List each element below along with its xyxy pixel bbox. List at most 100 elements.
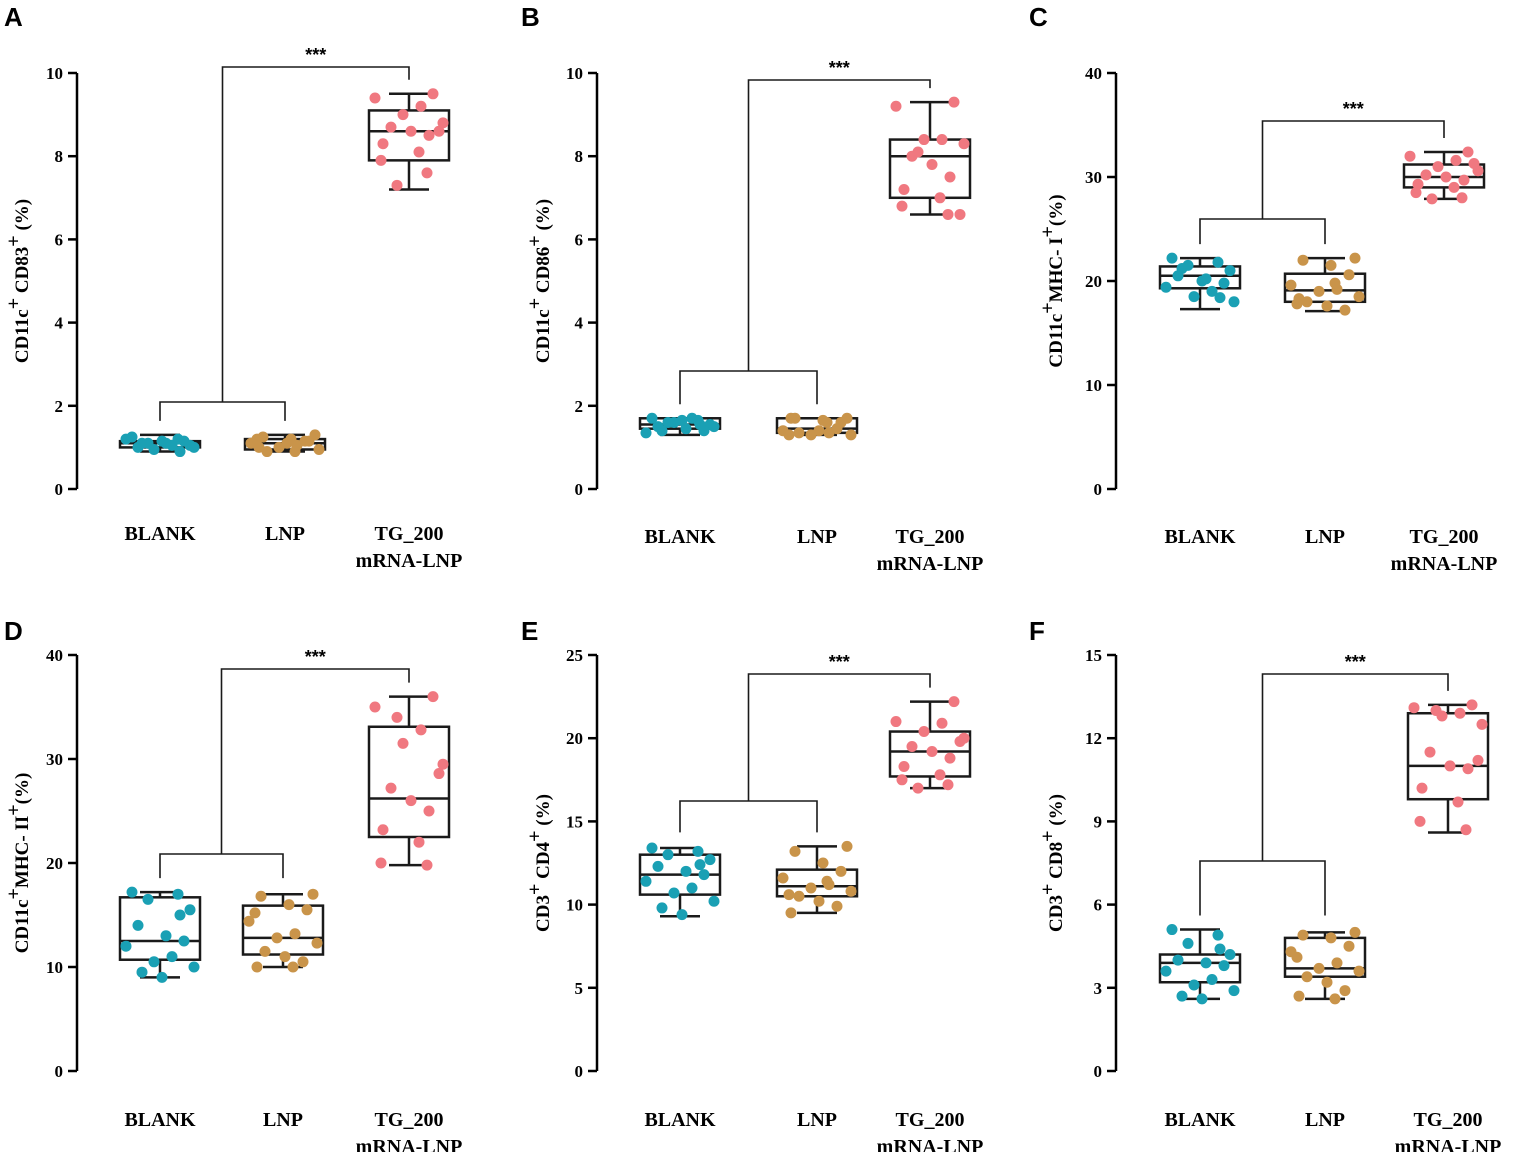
x-category-label: TG_200 mRNA-LNP [1391, 526, 1498, 575]
y-tick-label: 2 [55, 397, 64, 416]
data-point [936, 717, 948, 729]
data-point [1285, 279, 1297, 291]
data-point [1188, 291, 1200, 303]
y-tick-label: 15 [1085, 646, 1102, 665]
data-point [289, 446, 301, 458]
data-point [413, 146, 425, 158]
box-group-1 [1283, 252, 1367, 316]
data-point [1160, 281, 1172, 293]
bracket-upper [220, 668, 410, 854]
data-point [652, 860, 664, 872]
data-point [948, 96, 960, 108]
box-group-2 [367, 691, 451, 871]
box-group-0 [118, 431, 202, 458]
data-point [1454, 707, 1466, 719]
y-tick-label: 9 [1094, 812, 1103, 831]
data-point [777, 872, 789, 884]
data-point [1404, 150, 1416, 162]
y-tick-label: 25 [566, 646, 583, 665]
y-tick-label: 0 [55, 1062, 64, 1081]
y-tick-label: 30 [46, 750, 63, 769]
data-point [936, 134, 948, 146]
data-point [662, 849, 674, 861]
data-point [1432, 161, 1444, 173]
superscript: + [524, 235, 546, 246]
data-point [954, 736, 966, 748]
x-category-label: LNP [1305, 1109, 1345, 1131]
data-point [1343, 269, 1355, 281]
data-point [676, 414, 688, 426]
data-point [898, 760, 910, 772]
data-point [934, 769, 946, 781]
data-point [1472, 754, 1484, 766]
data-point [1462, 763, 1474, 775]
data-point [156, 971, 168, 983]
bracket-lower [159, 401, 286, 421]
data-point [698, 869, 710, 881]
box-group-1 [243, 429, 327, 458]
data-point [1329, 993, 1341, 1005]
x-category-label: TG_200 mRNA-LNP [1395, 1109, 1502, 1152]
data-point [178, 435, 190, 447]
data-point [166, 439, 178, 451]
data-point [1214, 292, 1226, 304]
y-axis-label: CD3+ CD8+ (%) [1037, 794, 1067, 932]
data-point [958, 138, 970, 150]
data-point [377, 138, 389, 150]
data-point [1291, 951, 1303, 963]
data-point [385, 121, 397, 133]
significance-label: *** [829, 652, 850, 672]
data-point [831, 900, 843, 912]
superscript: + [3, 804, 25, 815]
data-point [694, 859, 706, 871]
data-point [166, 951, 178, 963]
data-point [656, 425, 668, 437]
data-point [640, 427, 652, 439]
data-point [421, 167, 433, 179]
category-line: mRNA-LNP [356, 550, 463, 572]
data-point [1460, 824, 1472, 836]
bracket-lower [679, 370, 818, 405]
data-point [1291, 298, 1303, 310]
data-point [1476, 718, 1488, 730]
y-tick-label: 30 [1085, 168, 1102, 187]
data-point [640, 875, 652, 887]
category-line: mRNA-LNP [877, 1136, 984, 1152]
data-point [1321, 976, 1333, 988]
data-point [120, 940, 132, 952]
data-point [686, 882, 698, 894]
label-part: CD3 [533, 895, 554, 932]
data-point [896, 774, 908, 786]
category-line: LNP [1305, 526, 1345, 548]
label-part: CD86 [533, 247, 554, 298]
box-group-1 [241, 888, 325, 973]
category-line: TG_200 [896, 526, 965, 548]
category-line: TG_200 [375, 1109, 444, 1131]
x-category-label: BLANK [644, 526, 716, 548]
data-point [1214, 943, 1226, 955]
label-part: CD4 [533, 841, 554, 883]
data-point [948, 696, 960, 708]
data-point [1313, 962, 1325, 974]
superscript: + [3, 888, 25, 899]
data-point [259, 945, 271, 957]
category-line: mRNA-LNP [356, 1136, 463, 1152]
label-part: (%) [12, 199, 33, 235]
category-line: TG_200 [896, 1109, 965, 1131]
panel-letter: D [4, 616, 23, 646]
data-point [1456, 192, 1468, 204]
box-iqr [888, 730, 972, 778]
y-tick-label: 4 [575, 314, 584, 333]
data-point [1343, 940, 1355, 952]
data-point [405, 795, 417, 807]
data-point [377, 824, 389, 836]
data-point [831, 423, 843, 435]
data-point [1224, 949, 1236, 961]
y-axis-label: CD11c+ CD86+ (%) [524, 199, 554, 363]
data-point [1349, 926, 1361, 938]
category-line: TG_200 [1410, 526, 1479, 548]
data-point [433, 125, 445, 137]
